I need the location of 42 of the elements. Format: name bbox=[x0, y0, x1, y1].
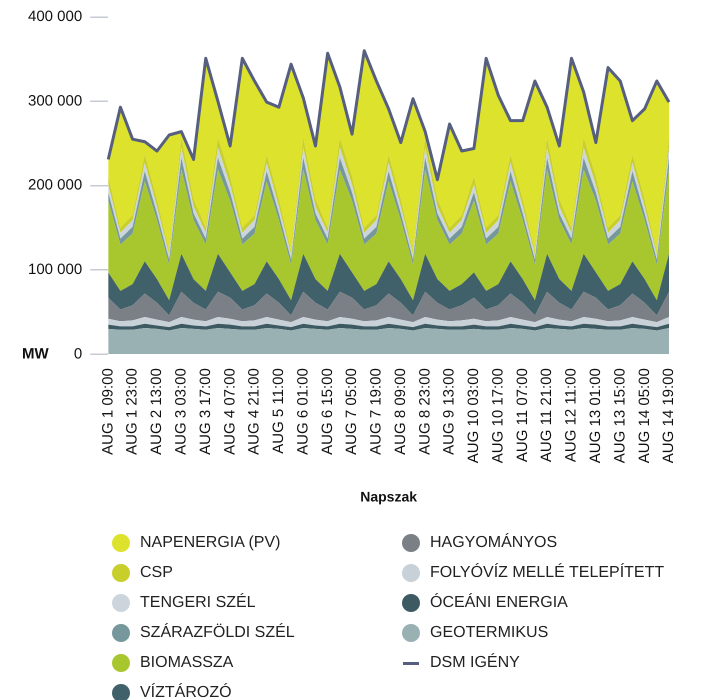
legend-label: DSM IGÉNY bbox=[430, 654, 520, 672]
legend-label: CSP bbox=[140, 564, 173, 582]
y-tick-label: 400 000 bbox=[28, 8, 82, 26]
x-tick-label: AUG 7 19:00 bbox=[368, 368, 385, 455]
legend-label: NAPENERGIA (PV) bbox=[140, 534, 280, 552]
x-tick-label: AUG 3 17:00 bbox=[196, 368, 214, 455]
legend-label: VÍZTÁROZÓ bbox=[140, 684, 232, 700]
y-tick-label: 0 bbox=[74, 345, 82, 362]
x-tick-label: AUG 3 03:00 bbox=[172, 368, 190, 455]
x-tick-label: AUG 1 09:00 bbox=[99, 368, 116, 455]
legend-label: GEOTERMIKUS bbox=[430, 624, 548, 642]
x-tick-label: AUG 4 07:00 bbox=[221, 368, 238, 455]
x-tick-label: AUG 14 19:00 bbox=[660, 368, 678, 464]
x-tick-label: AUG 11 21:00 bbox=[538, 368, 556, 462]
x-tick-label: AUG 10 03:00 bbox=[465, 368, 482, 464]
x-tick-label: AUG 10 17:00 bbox=[489, 368, 506, 464]
x-tick-label: AUG 12 11:00 bbox=[562, 368, 580, 462]
legend-label: HAGYOMÁNYOS bbox=[430, 534, 558, 552]
x-tick-label: AUG 7 05:00 bbox=[343, 368, 360, 455]
x-tick-label: AUG 4 21:00 bbox=[246, 368, 263, 455]
legend-label: SZÁRAZFÖLDI SZÉL bbox=[140, 624, 295, 642]
x-tick-label: AUG 11 07:00 bbox=[514, 368, 531, 462]
x-tick-label: AUG 14 05:00 bbox=[636, 368, 653, 464]
y-tick-label: 300 000 bbox=[28, 92, 82, 110]
x-tick-label: AUG 5 11:00 bbox=[270, 368, 288, 454]
x-tick-label: AUG 6 01:00 bbox=[294, 368, 312, 455]
x-tick-label: AUG 8 23:00 bbox=[416, 368, 434, 455]
x-tick-label: AUG 13 01:00 bbox=[586, 368, 604, 464]
legend-label: ÓCEÁNI ENERGIA bbox=[430, 594, 568, 612]
legend-label: TENGERI SZÉL bbox=[140, 594, 256, 612]
x-tick-label: AUG 13 15:00 bbox=[611, 368, 628, 464]
x-tick-label: AUG 6 15:00 bbox=[318, 368, 336, 455]
y-axis-title: MW bbox=[22, 345, 50, 362]
x-tick-label: AUG 8 09:00 bbox=[392, 368, 409, 455]
x-tick-label: AUG 2 13:00 bbox=[148, 368, 166, 455]
y-tick-label: 200 000 bbox=[28, 176, 82, 194]
legend-label: FOLYÓVÍZ MELLÉ TELEPÍTETT bbox=[430, 564, 664, 582]
x-tick-label: AUG 9 13:00 bbox=[440, 368, 458, 455]
y-tick-label: 100 000 bbox=[28, 260, 82, 278]
legend-label: BIOMASSZA bbox=[140, 654, 234, 672]
x-tick-label: AUG 1 23:00 bbox=[124, 368, 141, 455]
x-axis-title: Napszak bbox=[360, 488, 418, 504]
